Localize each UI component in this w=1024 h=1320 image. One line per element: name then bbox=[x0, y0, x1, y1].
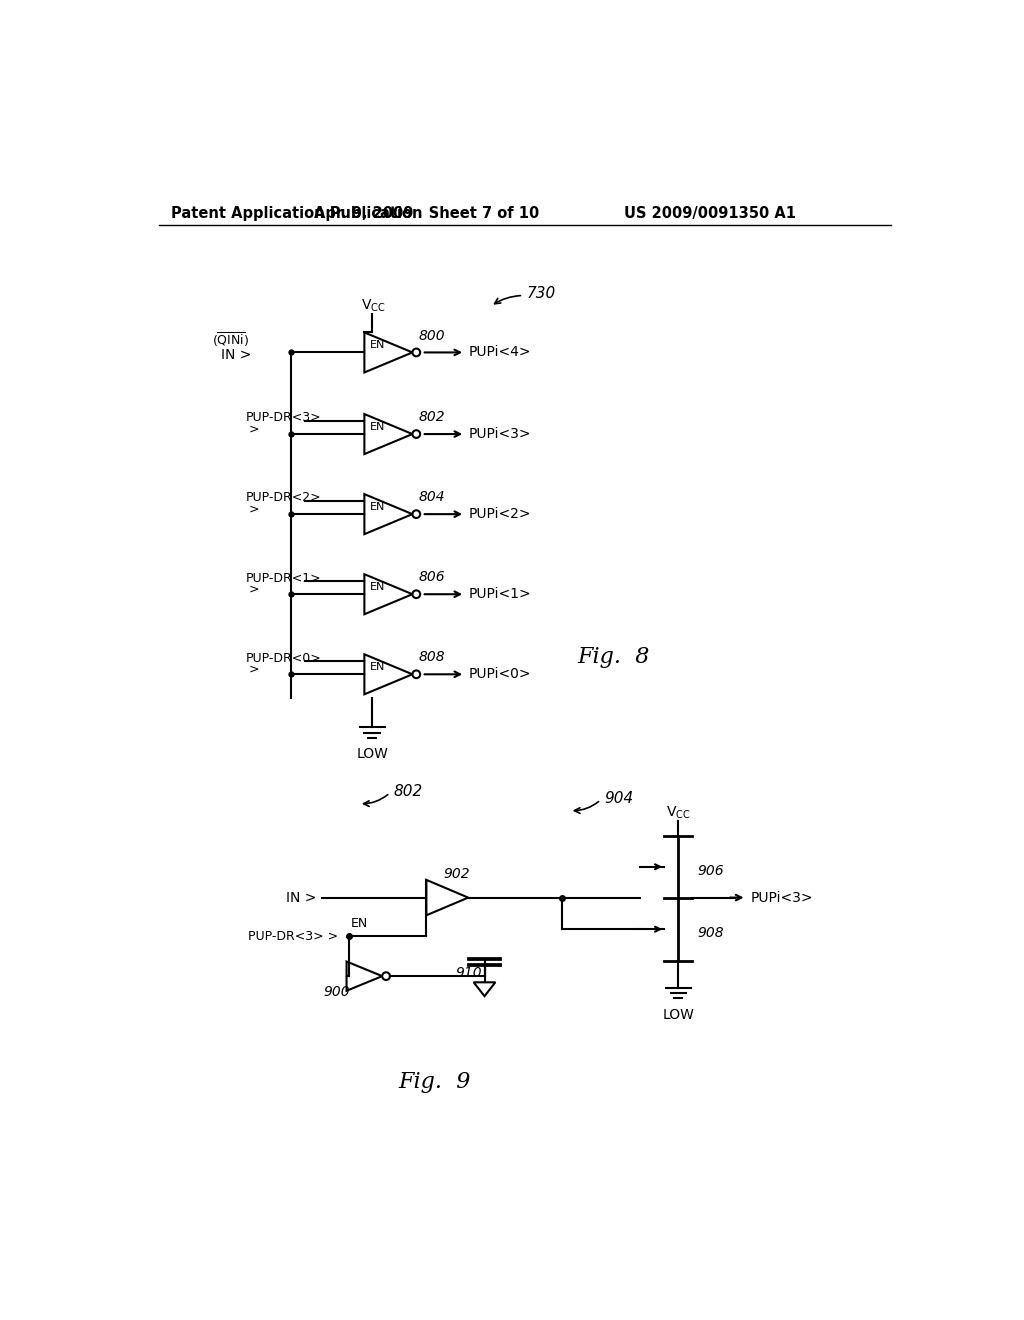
Text: EN: EN bbox=[370, 582, 385, 591]
Text: PUPi<2>: PUPi<2> bbox=[468, 507, 530, 521]
Text: PUPi<3>: PUPi<3> bbox=[468, 428, 530, 441]
Text: Fig.  9: Fig. 9 bbox=[398, 1072, 470, 1093]
Text: 804: 804 bbox=[419, 490, 445, 504]
Text: LOW: LOW bbox=[663, 1007, 694, 1022]
Text: 802: 802 bbox=[393, 784, 422, 799]
Text: PUPi<1>: PUPi<1> bbox=[468, 587, 530, 601]
Text: IN >: IN > bbox=[286, 891, 316, 904]
Text: PUP-DR<2>: PUP-DR<2> bbox=[246, 491, 322, 504]
Text: EN: EN bbox=[370, 502, 385, 512]
Text: >: > bbox=[248, 422, 259, 436]
Text: 910: 910 bbox=[455, 966, 481, 979]
Text: 806: 806 bbox=[419, 570, 445, 585]
Text: 802: 802 bbox=[419, 411, 445, 424]
Text: PUP-DR<3>: PUP-DR<3> bbox=[246, 412, 322, 425]
Text: ($\overline{\rm QINi}$): ($\overline{\rm QINi}$) bbox=[212, 330, 249, 348]
Text: 900: 900 bbox=[324, 985, 350, 998]
Text: PUP-DR<0>: PUP-DR<0> bbox=[246, 652, 322, 665]
Text: PUPi<3>: PUPi<3> bbox=[751, 891, 813, 904]
Text: EN: EN bbox=[370, 341, 385, 350]
Text: V$_{\mathregular{CC}}$: V$_{\mathregular{CC}}$ bbox=[666, 805, 690, 821]
Text: Patent Application Publication: Patent Application Publication bbox=[171, 206, 422, 222]
Text: Apr. 9, 2009   Sheet 7 of 10: Apr. 9, 2009 Sheet 7 of 10 bbox=[313, 206, 539, 222]
Text: 906: 906 bbox=[697, 863, 724, 878]
Text: EN: EN bbox=[370, 422, 385, 432]
Text: EN: EN bbox=[351, 917, 369, 931]
Text: Fig.  8: Fig. 8 bbox=[578, 647, 650, 668]
Text: 904: 904 bbox=[604, 791, 633, 805]
Text: 902: 902 bbox=[443, 867, 470, 882]
Text: PUPi<4>: PUPi<4> bbox=[468, 346, 530, 359]
Text: 800: 800 bbox=[419, 329, 445, 342]
Text: EN: EN bbox=[370, 663, 385, 672]
Text: PUPi<0>: PUPi<0> bbox=[468, 668, 530, 681]
Text: PUP-DR<3> >: PUP-DR<3> > bbox=[248, 929, 338, 942]
Text: V$_{\mathregular{CC}}$: V$_{\mathregular{CC}}$ bbox=[361, 298, 386, 314]
Text: >: > bbox=[248, 502, 259, 515]
Text: 808: 808 bbox=[419, 651, 445, 664]
Text: >: > bbox=[248, 663, 259, 676]
Text: LOW: LOW bbox=[356, 747, 388, 760]
Text: >: > bbox=[248, 582, 259, 595]
Text: US 2009/0091350 A1: US 2009/0091350 A1 bbox=[624, 206, 796, 222]
Text: PUP-DR<1>: PUP-DR<1> bbox=[246, 572, 322, 585]
Text: 730: 730 bbox=[526, 286, 556, 301]
Text: 908: 908 bbox=[697, 927, 724, 940]
Text: IN >: IN > bbox=[221, 347, 251, 362]
